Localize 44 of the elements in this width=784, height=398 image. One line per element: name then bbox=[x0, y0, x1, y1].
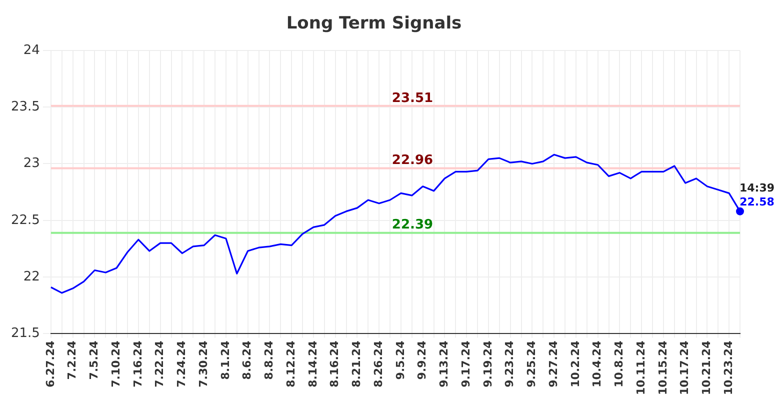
x-tick-label: 10.2.24 bbox=[568, 340, 582, 388]
x-tick-label: 8.26.24 bbox=[372, 340, 385, 388]
x-tick-label: 10.17.24 bbox=[678, 340, 692, 395]
x-tick-label: 9.23.24 bbox=[503, 340, 516, 388]
chart-title: Long Term Signals bbox=[286, 14, 462, 34]
x-tick-label: 10.21.24 bbox=[700, 340, 714, 395]
x-tick-label: 8.6.24 bbox=[240, 340, 254, 380]
x-tick-label: 9.17.24 bbox=[459, 340, 472, 388]
annotation: 14:39 bbox=[739, 182, 775, 195]
x-tick-label: 8.16.24 bbox=[328, 340, 342, 388]
ref-line-label: 22.39 bbox=[392, 218, 434, 233]
x-tick-label: 7.30.24 bbox=[196, 340, 210, 388]
x-tick-label: 8.14.24 bbox=[306, 340, 320, 388]
ref-line-label: 23.51 bbox=[392, 90, 434, 106]
y-tick-label: 23.5 bbox=[10, 99, 40, 114]
x-tick-label: 9.27.24 bbox=[546, 340, 560, 388]
x-tick-label: 7.2.24 bbox=[66, 340, 79, 380]
y-tick-label: 24 bbox=[23, 42, 40, 58]
x-tick-label: 8.12.24 bbox=[284, 340, 298, 388]
x-tick-label: 7.24.24 bbox=[175, 340, 188, 388]
x-tick-label: 8.1.24 bbox=[218, 340, 232, 380]
x-tick-label: 10.15.24 bbox=[656, 340, 670, 395]
x-tick-label: 8.21.24 bbox=[350, 340, 364, 388]
x-tick-label: 6.27.24 bbox=[44, 340, 57, 388]
x-tick-label: 9.25.24 bbox=[525, 340, 538, 388]
data-label: 22.58 bbox=[740, 196, 774, 209]
x-tick-label: 7.10.24 bbox=[109, 340, 122, 388]
x-tick-label: 7.22.24 bbox=[153, 340, 166, 388]
x-tick-label: 10.8.24 bbox=[612, 340, 626, 388]
x-tick-label: 9.19.24 bbox=[481, 340, 494, 388]
x-tick-label: 9.5.24 bbox=[394, 340, 407, 380]
x-tick-label: 7.5.24 bbox=[88, 340, 101, 380]
y-tick-label: 21.5 bbox=[10, 326, 40, 342]
x-tick-label: 7.16.24 bbox=[131, 340, 144, 388]
y-tick-label: 23 bbox=[23, 156, 40, 172]
x-tick-label: 10.23.24 bbox=[722, 340, 735, 395]
y-tick-label: 22 bbox=[23, 269, 40, 284]
y-tick-label: 22.5 bbox=[10, 212, 40, 228]
x-tick-label: 9.9.24 bbox=[416, 340, 429, 380]
x-tick-label: 10.11.24 bbox=[634, 340, 648, 395]
x-tick-label: 8.8.24 bbox=[262, 340, 276, 380]
x-tick-label: 9.13.24 bbox=[438, 340, 451, 388]
x-tick-label: 10.4.24 bbox=[590, 340, 604, 388]
ref-line-label: 22.96 bbox=[392, 153, 434, 168]
